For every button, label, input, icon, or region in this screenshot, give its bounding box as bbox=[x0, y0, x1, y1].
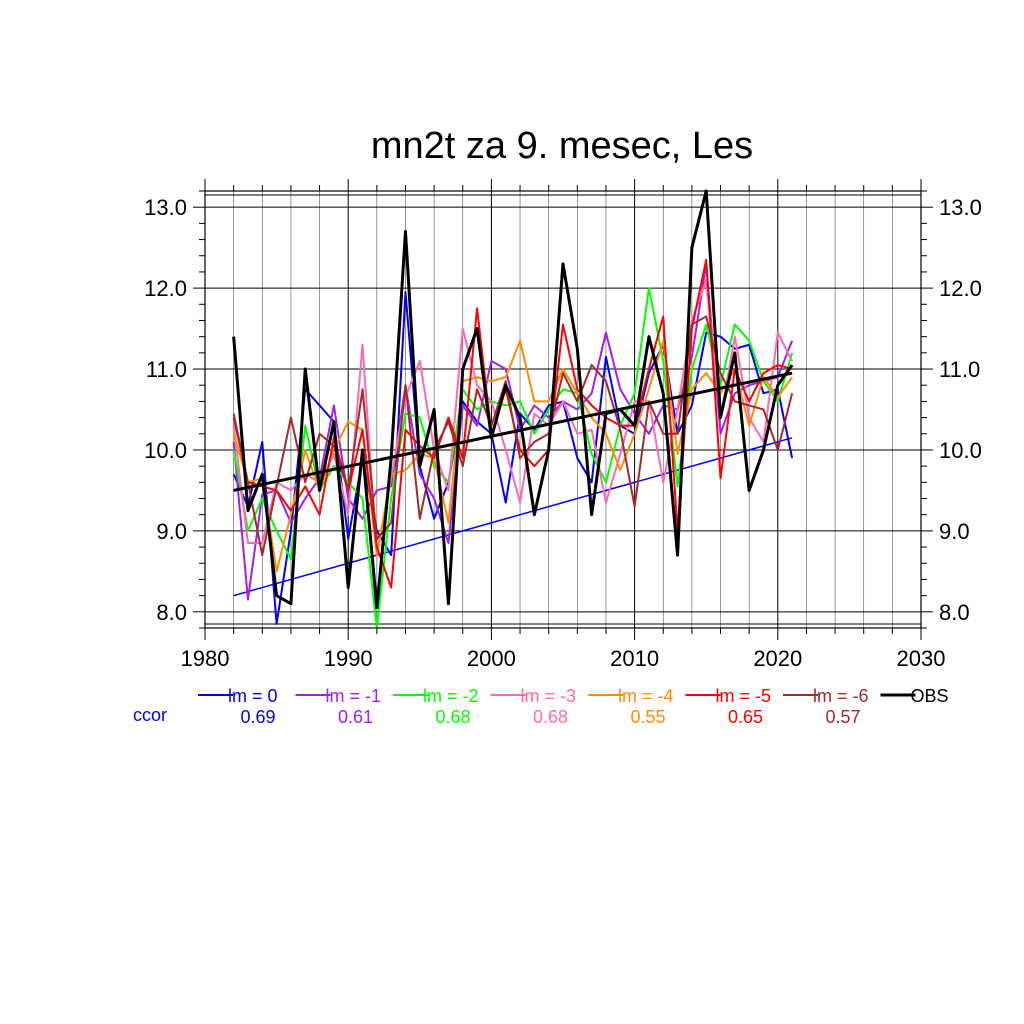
trend-line-obs bbox=[233, 371, 793, 492]
y-tick-label-left: 9.0 bbox=[156, 519, 187, 544]
x-tick-label: 2010 bbox=[610, 646, 659, 671]
ccor-value-lm-3: 0.68 bbox=[533, 707, 568, 727]
y-tick-label-right: 12.0 bbox=[939, 276, 982, 301]
y-tick-label-right: 11.0 bbox=[939, 357, 980, 382]
legend-label-lm-4: lm = -4 bbox=[618, 686, 674, 706]
y-tick-label-right: 9.0 bbox=[939, 519, 970, 544]
series-line-lm-0 bbox=[232, 291, 794, 625]
ccor-label: ccor bbox=[133, 705, 167, 725]
legend-label-lm-3: lm = -3 bbox=[521, 686, 577, 706]
axis-ticks: 8.0 8.0 9.0 9.0 10.0 10.0 11.0 11.0 12.0 12.0 13.0… bbox=[144, 179, 982, 671]
ccor-value-lm-6: 0.57 bbox=[825, 707, 860, 727]
y-tick-label-right: 8.0 bbox=[939, 600, 970, 625]
ccor-value-lm-1: 0.61 bbox=[338, 707, 373, 727]
x-tick-label: 1980 bbox=[181, 646, 230, 671]
legend-label-obs: OBS bbox=[911, 686, 949, 706]
y-tick-label-left: 13.0 bbox=[144, 195, 187, 220]
y-tick-label-left: 10.0 bbox=[144, 438, 187, 463]
series-line-obs bbox=[232, 189, 794, 610]
trend-line-lm-0 bbox=[233, 437, 793, 597]
ccor-value-lm-5: 0.65 bbox=[728, 707, 763, 727]
grid bbox=[205, 191, 921, 628]
y-tick-label-right: 10.0 bbox=[939, 438, 982, 463]
series-group bbox=[232, 189, 794, 629]
ccor-value-lm-4: 0.55 bbox=[630, 707, 665, 727]
ccor-value-lm-2: 0.68 bbox=[435, 707, 470, 727]
x-tick-label: 2030 bbox=[897, 646, 946, 671]
x-tick-label: 2000 bbox=[467, 646, 516, 671]
legend-label-lm-5: lm = -5 bbox=[716, 686, 772, 706]
legend-label-lm-2: lm = -2 bbox=[423, 686, 479, 706]
legend-label-lm-6: lm = -6 bbox=[813, 686, 869, 706]
legend-label-lm-1: lm = -1 bbox=[326, 686, 382, 706]
x-tick-label: 1990 bbox=[324, 646, 373, 671]
y-tick-label-left: 11.0 bbox=[146, 357, 187, 382]
y-tick-label-right: 13.0 bbox=[939, 195, 982, 220]
x-tick-label: 2020 bbox=[753, 646, 802, 671]
ccor-value-lm-0: 0.69 bbox=[240, 707, 275, 727]
plot-frame bbox=[204, 190, 922, 629]
y-tick-label-left: 8.0 bbox=[156, 600, 187, 625]
series-line-lm-6 bbox=[232, 315, 794, 557]
y-tick-label-left: 12.0 bbox=[144, 276, 187, 301]
legend-label-lm-0: lm = 0 bbox=[228, 686, 278, 706]
chart-title: mn2t za 9. mesec, Les bbox=[371, 125, 753, 167]
